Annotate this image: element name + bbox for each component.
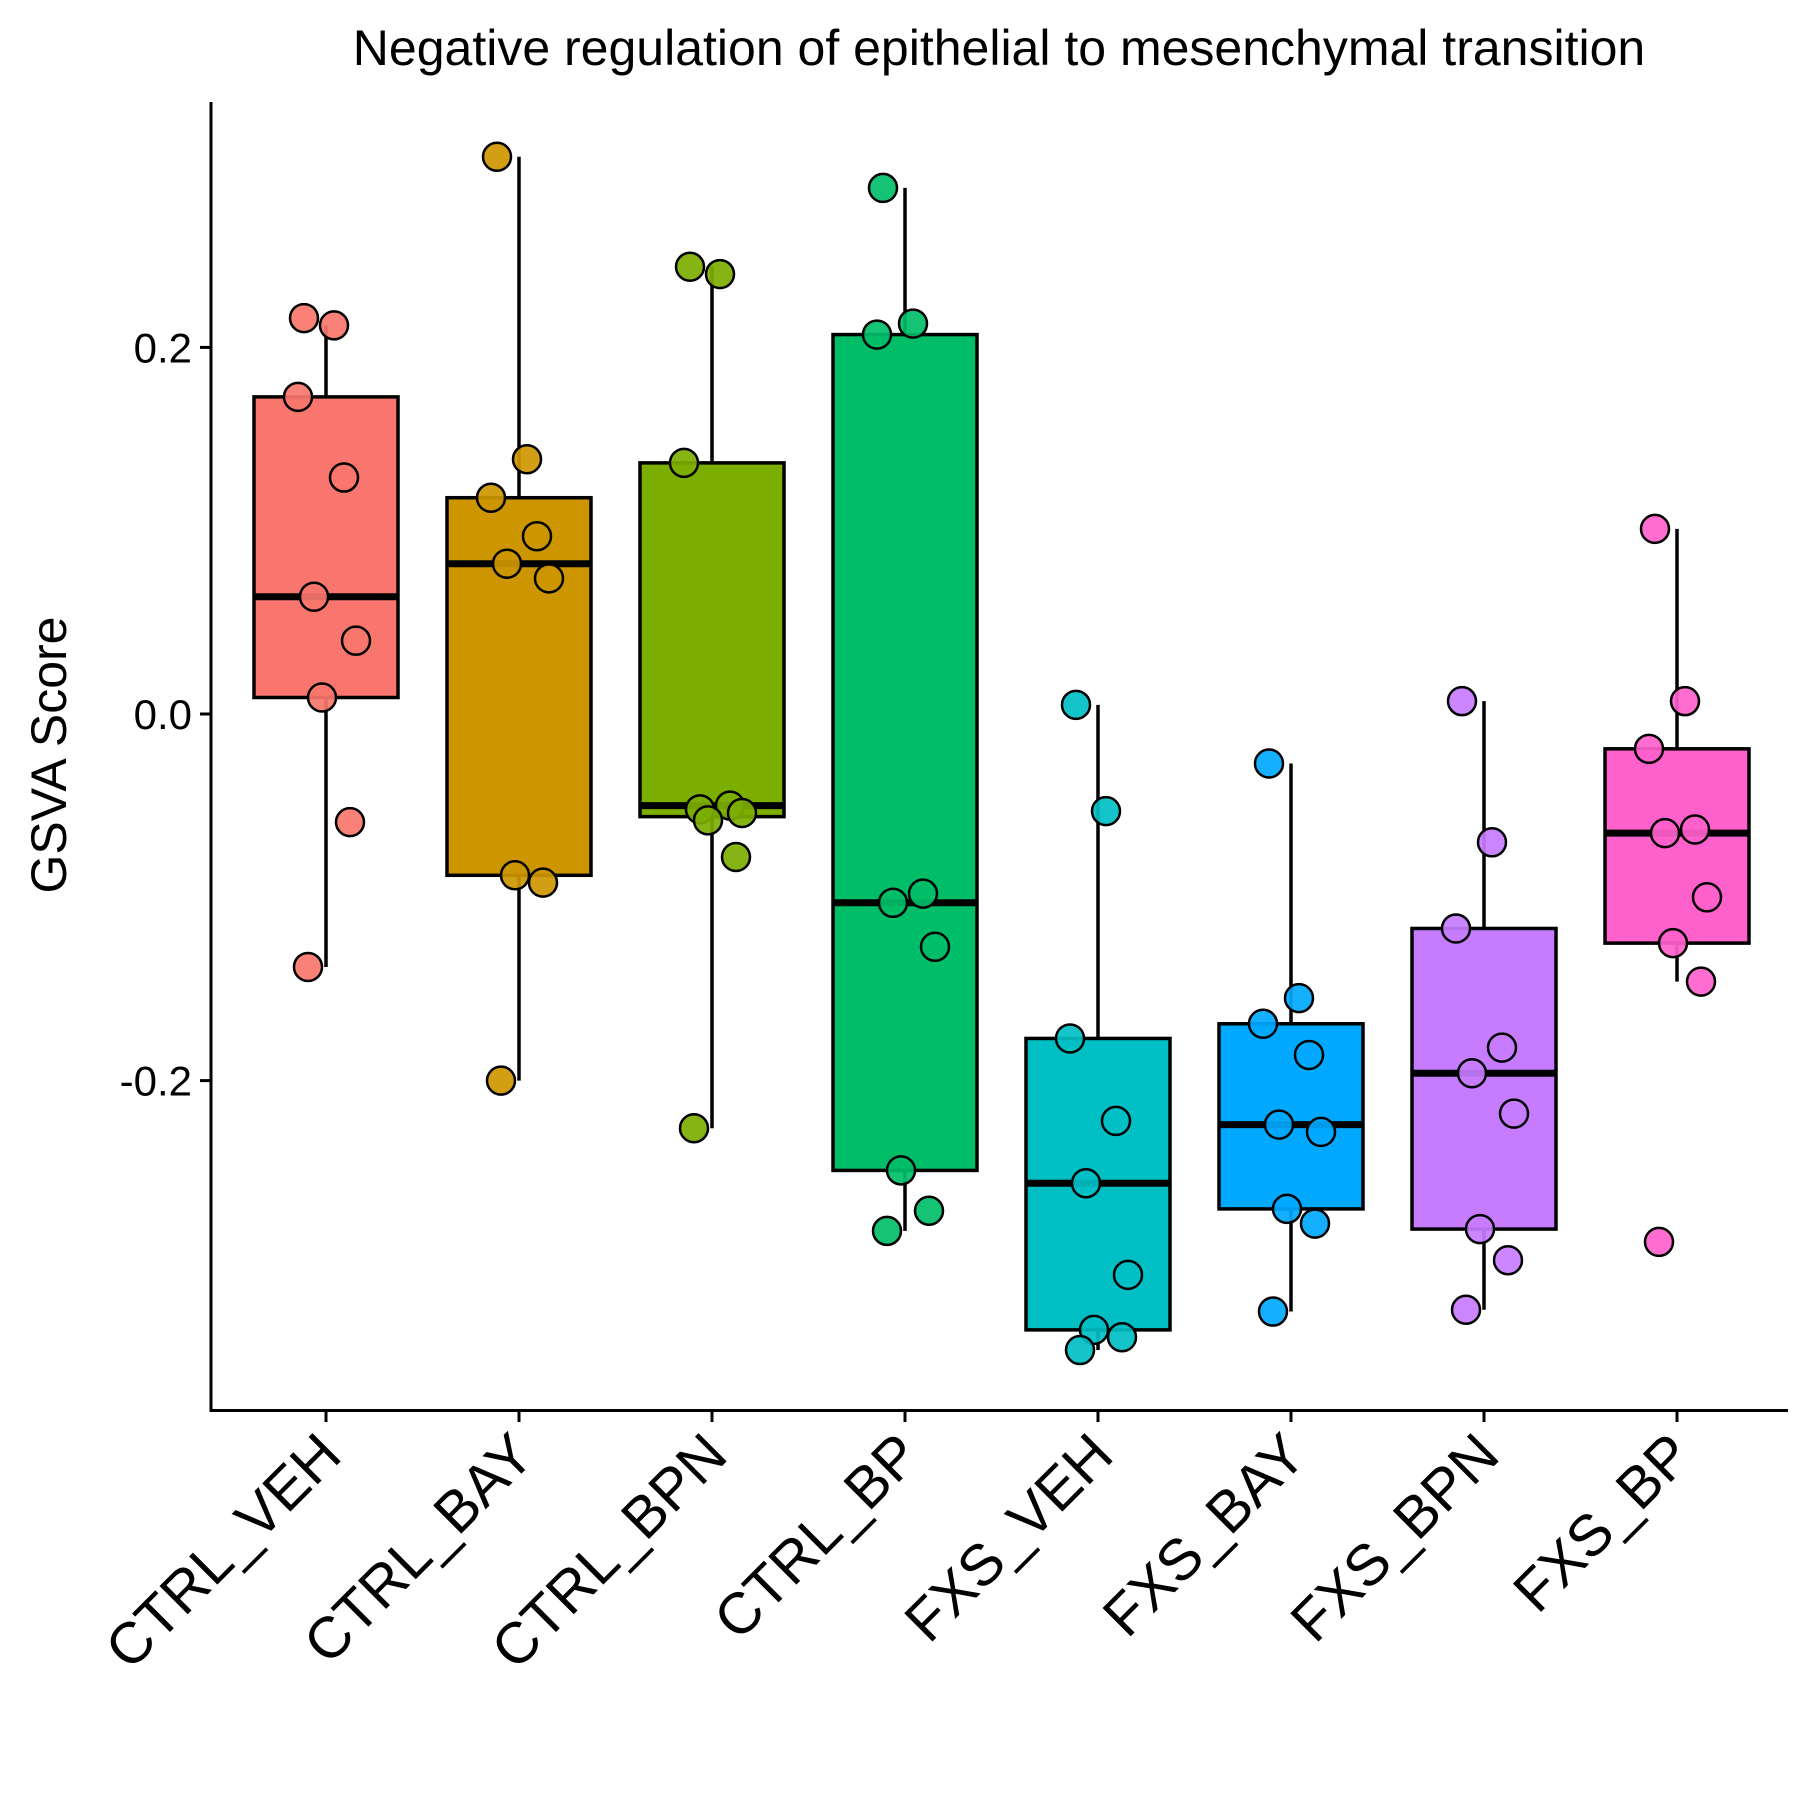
data-point	[1440, 913, 1472, 944]
box-group-fxs-bay	[1217, 748, 1365, 1327]
y-axis-ticks: 0.2 0.0 -0.2	[120, 324, 211, 1105]
y-tick-label: -0.2	[120, 1058, 192, 1105]
box-group-ctrl-bpn	[638, 251, 786, 1144]
box-group-ctrl-bay	[445, 141, 593, 1096]
data-point	[720, 841, 752, 873]
data-point	[1691, 882, 1723, 913]
data-point	[318, 310, 350, 341]
data-point	[907, 878, 939, 909]
x-tick-label: FXS_BP	[1501, 1421, 1704, 1624]
data-point	[1464, 1213, 1496, 1245]
data-point	[1299, 1208, 1331, 1239]
y-axis-label: GSVA Score	[21, 617, 77, 894]
box	[252, 395, 400, 700]
data-point	[1649, 817, 1681, 849]
data-point	[1271, 1193, 1303, 1225]
data-point	[1679, 814, 1711, 845]
data-point	[861, 319, 893, 350]
data-point	[1060, 689, 1092, 721]
box-group-ctrl-veh	[252, 302, 400, 983]
data-point	[674, 251, 706, 282]
data-point	[334, 806, 366, 838]
data-point	[867, 172, 899, 204]
data-point	[1112, 1259, 1144, 1291]
data-point	[1657, 927, 1689, 959]
data-point	[919, 931, 951, 963]
box-group-ctrl-bp	[831, 172, 979, 1247]
data-point	[1257, 1296, 1289, 1327]
data-point	[521, 520, 553, 552]
data-point	[1253, 748, 1285, 779]
data-point	[1305, 1116, 1337, 1148]
box-group-fxs-bpn	[1410, 685, 1558, 1325]
data-point	[1492, 1244, 1524, 1276]
y-tick-label: 0.0	[134, 691, 192, 738]
data-point	[1476, 827, 1508, 858]
data-point	[897, 308, 929, 339]
chart-title: Negative regulation of epithelial to mes…	[353, 20, 1645, 76]
data-point	[1450, 1294, 1482, 1325]
data-point	[533, 563, 565, 594]
data-point	[1090, 795, 1122, 827]
box-group-fxs-veh	[1024, 689, 1172, 1366]
data-point	[328, 462, 360, 493]
data-point	[1669, 685, 1701, 717]
data-point	[1064, 1334, 1096, 1366]
data-point	[1486, 1032, 1518, 1063]
plot-area	[252, 141, 1751, 1366]
data-point	[1446, 685, 1478, 717]
data-point	[481, 141, 513, 173]
data-point	[1070, 1167, 1102, 1199]
data-point	[340, 625, 372, 656]
data-point	[1247, 1008, 1279, 1040]
data-point	[499, 860, 531, 891]
x-tick-label: FXS_BPN	[1278, 1421, 1511, 1654]
data-point	[282, 381, 314, 413]
data-point	[1643, 1226, 1675, 1258]
data-point	[678, 1113, 710, 1144]
data-point	[1685, 966, 1717, 997]
data-point	[1106, 1321, 1138, 1353]
data-point	[292, 951, 324, 983]
data-point	[1054, 1023, 1086, 1054]
data-point	[877, 887, 909, 919]
data-point	[1100, 1105, 1132, 1137]
box	[638, 461, 786, 819]
data-point	[1639, 513, 1671, 545]
data-point	[885, 1155, 917, 1186]
data-point	[668, 447, 700, 479]
data-point	[306, 682, 338, 713]
box-group-fxs-bp	[1603, 513, 1751, 1258]
data-point	[913, 1195, 945, 1226]
x-axis-ticks: CTRL_VEHCTRL_BAYCTRL_BPNCTRL_BPFXS_VEHFX…	[93, 1410, 1704, 1681]
data-point	[1498, 1098, 1530, 1129]
data-point	[511, 443, 543, 475]
data-point	[491, 548, 523, 579]
box	[1603, 747, 1751, 945]
data-point	[1263, 1109, 1295, 1140]
data-point	[704, 258, 736, 290]
data-point	[527, 867, 559, 898]
data-point	[1293, 1039, 1325, 1071]
data-point	[1456, 1058, 1488, 1089]
data-point	[1633, 733, 1665, 765]
data-point	[726, 797, 758, 829]
data-point	[692, 805, 724, 836]
data-point	[485, 1065, 517, 1096]
box	[831, 332, 979, 1173]
data-point	[288, 302, 320, 334]
data-point	[475, 482, 507, 513]
data-point	[871, 1215, 903, 1247]
x-tick-label: CTRL_BP	[702, 1421, 933, 1652]
data-point	[298, 581, 330, 612]
data-point	[1283, 982, 1315, 1014]
y-tick-label: 0.2	[134, 324, 192, 371]
x-tick-label: FXS_VEH	[892, 1421, 1125, 1654]
